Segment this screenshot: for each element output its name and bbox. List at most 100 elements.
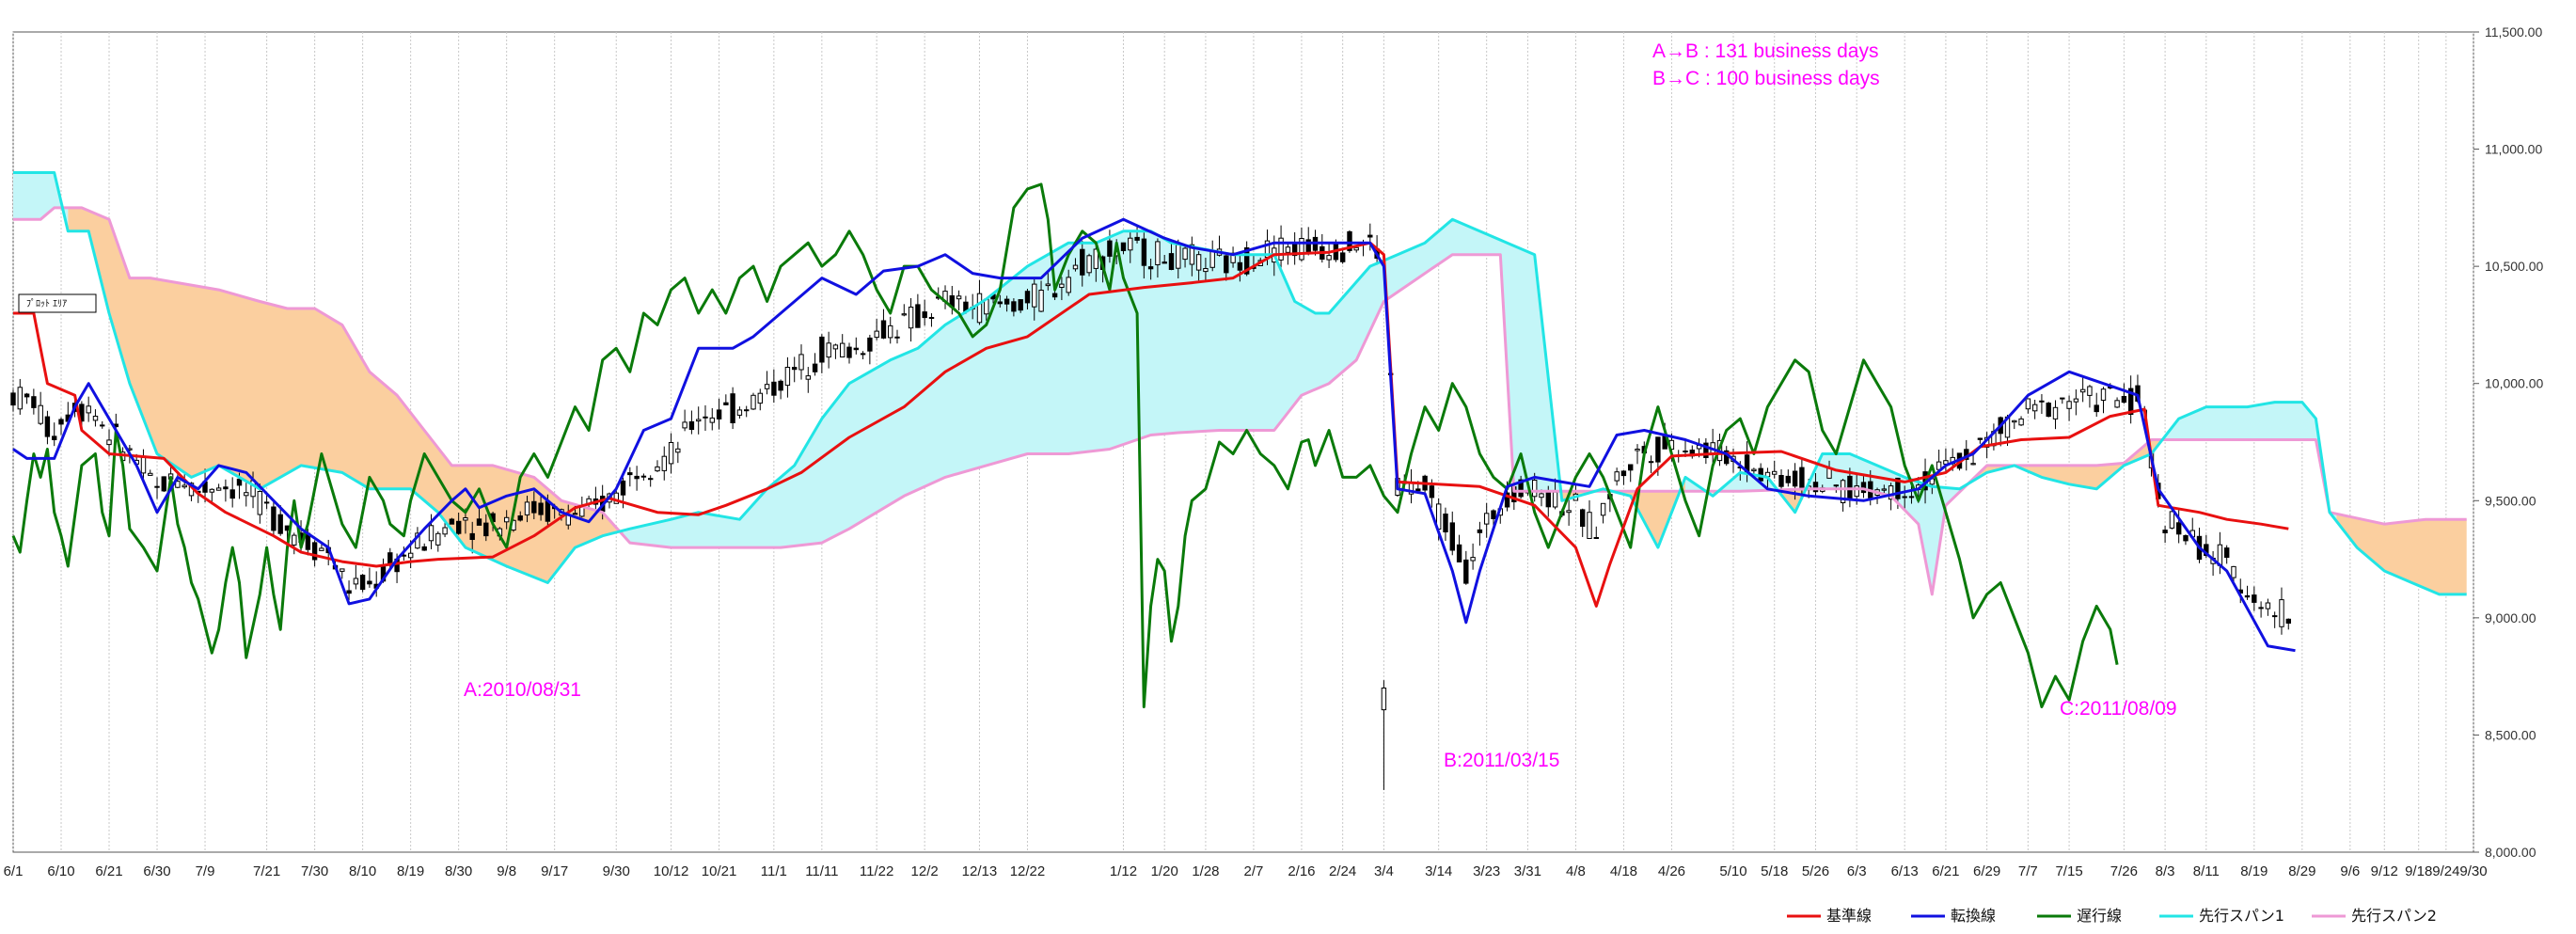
candle-body bbox=[428, 525, 435, 542]
candle-body bbox=[1011, 301, 1017, 312]
candle-body bbox=[648, 478, 654, 481]
candle-body bbox=[1024, 291, 1031, 304]
candle-body bbox=[2128, 388, 2134, 416]
candle-body bbox=[1141, 238, 1147, 266]
x-tick-label: 9/6 bbox=[2340, 863, 2360, 879]
candle-body bbox=[1888, 485, 1894, 500]
candle-body bbox=[1072, 264, 1079, 270]
x-tick-label: 11/1 bbox=[761, 863, 787, 879]
candle-body bbox=[826, 342, 831, 358]
candle-body bbox=[709, 417, 715, 423]
candle-body bbox=[668, 442, 674, 465]
candle-body bbox=[1045, 283, 1051, 287]
plot-area-label: ﾌﾟﾛｯﾄ ｴﾘｱ bbox=[26, 298, 67, 309]
candle-body bbox=[469, 532, 475, 541]
candle-body bbox=[2066, 401, 2072, 409]
candle-body bbox=[92, 416, 99, 421]
candle-body bbox=[1593, 537, 1599, 539]
candle-body bbox=[524, 501, 530, 515]
candle-body bbox=[1683, 451, 1688, 452]
candle-body bbox=[1751, 468, 1757, 472]
candle-body bbox=[215, 487, 222, 491]
candle-body bbox=[17, 387, 24, 410]
candle-body bbox=[751, 394, 756, 410]
candle-body bbox=[1086, 255, 1092, 274]
candle-body bbox=[2073, 398, 2079, 403]
x-tick-label: 11/22 bbox=[860, 863, 893, 879]
candle-body bbox=[956, 295, 962, 300]
candle-body bbox=[1237, 261, 1243, 271]
candle-body bbox=[263, 501, 270, 504]
candle-body bbox=[1614, 471, 1620, 482]
x-tick-label: 6/3 bbox=[1847, 863, 1867, 879]
x-tick-label: 9/30 bbox=[603, 863, 630, 879]
x-tick-label: 5/18 bbox=[1761, 863, 1788, 879]
candle-body bbox=[792, 367, 798, 371]
candle-body bbox=[456, 520, 462, 534]
candle-body bbox=[2087, 386, 2093, 396]
candle-body bbox=[476, 518, 482, 526]
candle-body bbox=[819, 336, 825, 363]
candle-body bbox=[340, 568, 345, 572]
candle-body bbox=[778, 380, 783, 391]
legend-label: 転換線 bbox=[1951, 907, 1996, 925]
x-tick-label: 6/21 bbox=[95, 863, 122, 879]
x-tick-label: 9/24 bbox=[2432, 863, 2459, 879]
candle-body bbox=[2094, 404, 2099, 413]
candle-body bbox=[1477, 529, 1483, 533]
legend-label: 基準線 bbox=[1826, 907, 1872, 925]
candle-body bbox=[1566, 510, 1572, 514]
candle-body bbox=[1902, 496, 1907, 499]
candle-body bbox=[675, 448, 681, 453]
candle-body bbox=[2162, 530, 2168, 533]
candle-body bbox=[223, 486, 229, 490]
candle-body bbox=[1470, 557, 1476, 562]
candle-body bbox=[1168, 253, 1175, 271]
candle-body bbox=[1772, 470, 1778, 475]
candle-body bbox=[1443, 514, 1448, 532]
candle-body bbox=[2100, 388, 2107, 402]
x-tick-label: 7/30 bbox=[301, 863, 328, 879]
candle-body bbox=[1203, 268, 1209, 273]
x-tick-label: 8/29 bbox=[2288, 863, 2315, 879]
candle-body bbox=[1093, 248, 1098, 269]
candle-body bbox=[140, 456, 147, 474]
candle-body bbox=[2032, 404, 2038, 412]
x-tick-label: 2/16 bbox=[1288, 863, 1315, 879]
candle-body bbox=[2080, 388, 2086, 393]
candle-body bbox=[10, 392, 16, 406]
candle-body bbox=[661, 455, 667, 471]
y-tick-label: 11,000.00 bbox=[2485, 142, 2542, 157]
candle-body bbox=[997, 301, 1003, 305]
candle-body bbox=[449, 518, 455, 525]
candle-body bbox=[2224, 547, 2230, 558]
candle-body bbox=[367, 580, 372, 585]
candle-body bbox=[1381, 688, 1387, 711]
candle-body bbox=[888, 325, 893, 339]
candle-body bbox=[1799, 467, 1805, 490]
candle-body bbox=[1018, 299, 1023, 311]
candle-body bbox=[832, 344, 839, 350]
candle-body bbox=[696, 419, 702, 422]
candle-body bbox=[784, 367, 791, 387]
candle-body bbox=[257, 491, 263, 515]
candle-body bbox=[2244, 594, 2251, 598]
candle-body bbox=[1600, 502, 1606, 516]
candle-body bbox=[1038, 290, 1044, 312]
candle-body bbox=[840, 342, 845, 358]
x-tick-label: 1/20 bbox=[1151, 863, 1178, 879]
candle-body bbox=[880, 320, 887, 339]
candle-body bbox=[1107, 240, 1113, 257]
x-tick-label: 8/30 bbox=[445, 863, 472, 879]
candle-body bbox=[1833, 484, 1839, 487]
candle-body bbox=[2272, 615, 2278, 618]
candle-body bbox=[1881, 488, 1887, 491]
candle-body bbox=[1463, 559, 1469, 584]
candle-body bbox=[1895, 477, 1901, 499]
candle-body bbox=[38, 404, 43, 424]
x-tick-label: 7/21 bbox=[253, 863, 280, 879]
candle-body bbox=[1066, 277, 1071, 293]
y-tick-label: 9,500.00 bbox=[2485, 493, 2536, 508]
